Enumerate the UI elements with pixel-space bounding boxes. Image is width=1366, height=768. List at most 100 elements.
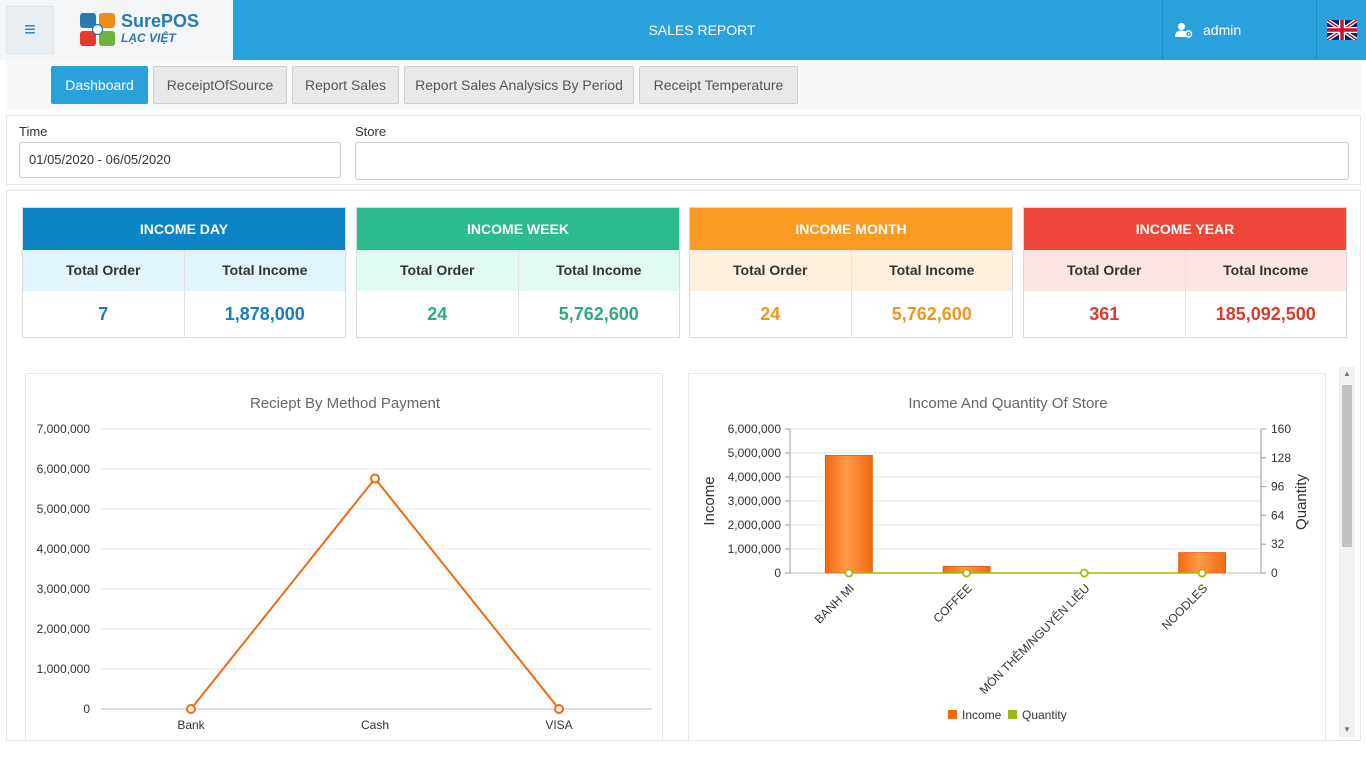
quantity-point (1079, 568, 1089, 578)
y-tick-label: 1,000,000 (728, 542, 782, 556)
y2-tick-label: 128 (1271, 451, 1291, 465)
menu-icon: ≡ (24, 18, 36, 41)
quantity-point (962, 568, 972, 578)
income-day-card: INCOME DAY Total Order Total Income 7 1,… (22, 207, 346, 338)
income-year-card: INCOME YEAR Total Order Total Income 361… (1023, 207, 1347, 338)
y2-tick-label: 32 (1271, 537, 1285, 551)
tab-report-sales-analysis-by-period[interactable]: Report Sales Analysics By Period (404, 66, 634, 104)
tab-dashboard[interactable]: Dashboard (51, 66, 148, 104)
x-tick-label: VISA (545, 718, 572, 732)
logo-subtitle: LẠC VIỆT (121, 31, 176, 45)
logo-area: ≡ SurePOS LẠC VIỆT (0, 0, 233, 60)
payment-method-chart-svg: Reciept By Method Payment 0 1,000,000 2,000… (37, 395, 652, 732)
uk-flag-icon (1326, 20, 1357, 40)
x-tick-label: BANH MI (812, 581, 857, 626)
quantity-point (844, 568, 854, 578)
card-subheader: Total Order Total Income (690, 250, 1012, 291)
total-order-value: 7 (98, 304, 109, 324)
scroll-down-icon[interactable]: ▼ (1343, 725, 1351, 734)
card-subheader: Total Order Total Income (23, 250, 345, 291)
data-point (554, 704, 564, 714)
chart-title: Reciept By Method Payment (250, 395, 441, 412)
total-income-value: 185,092,500 (1184, 291, 1347, 337)
time-range-input[interactable]: 01/05/2020 - 06/05/2020 (19, 142, 341, 178)
total-income-value: 5,762,600 (850, 291, 1013, 337)
data-point (370, 473, 380, 484)
y2-axis-label: Quantity (1293, 474, 1310, 530)
tab-receipt-of-source[interactable]: ReceiptOfSource (153, 66, 287, 104)
dashboard-panel: INCOME DAY Total Order Total Income 7 1,… (6, 190, 1361, 741)
legend-swatch-quantity (1008, 710, 1017, 719)
y-axis-label: Income (701, 476, 718, 525)
store-select[interactable] (355, 142, 1349, 180)
total-order-value: 361 (1089, 304, 1120, 324)
card-title: INCOME MONTH (690, 208, 1012, 250)
y-tick-label: 5,000,000 (37, 502, 91, 516)
user-settings-icon (1175, 23, 1193, 38)
total-income-label: Total Income (517, 250, 680, 291)
total-order-value: 24 (427, 304, 448, 324)
chart-title: Income And Quantity Of Store (908, 395, 1107, 412)
tab-receipt-temperature[interactable]: Receipt Temperature (639, 66, 798, 104)
data-point (186, 704, 196, 714)
top-header: ≡ SurePOS LẠC VIỆT SALES REPORT admin (0, 0, 1366, 60)
scroll-thumb[interactable] (1342, 385, 1352, 547)
y2-tick-label: 64 (1271, 508, 1285, 522)
store-label: Store (355, 124, 387, 139)
y2-tick-label: 160 (1271, 422, 1291, 436)
total-order-label: Total Order (733, 262, 808, 278)
vertical-scrollbar[interactable]: ▲ ▼ (1339, 367, 1355, 737)
total-income-label: Total Income (183, 250, 346, 291)
y-tick-label: 4,000,000 (728, 470, 782, 484)
user-name: admin (1203, 22, 1242, 38)
quantity-point (1197, 568, 1207, 578)
store-income-chart-svg: Income And Quantity Of Store 0 1,000,000 2,… (701, 395, 1310, 722)
y-tick-label: 0 (83, 702, 90, 716)
y-tick-label: 3,000,000 (728, 494, 782, 508)
logo-name: SurePOS (121, 11, 200, 31)
y-tick-label: 1,000,000 (37, 662, 91, 676)
y-tick-label: 6,000,000 (728, 422, 782, 436)
report-tabs: Dashboard ReceiptOfSource Report Sales R… (6, 60, 1361, 110)
legend-swatch-income (948, 710, 957, 719)
time-label: Time (19, 124, 48, 139)
total-order-label: Total Order (66, 262, 141, 278)
total-order-value: 24 (760, 304, 781, 324)
x-tick-label: Cash (361, 718, 389, 732)
legend-label-quantity: Quantity (1022, 708, 1067, 722)
card-subheader: Total Order Total Income (357, 250, 679, 291)
total-income-label: Total Income (1184, 250, 1347, 291)
y-tick-label: 3,000,000 (37, 582, 91, 596)
x-tick-label: Bank (177, 718, 205, 732)
card-values: 24 5,762,600 (690, 291, 1012, 337)
store-income-chart: Income And Quantity Of Store 0 1,000,000 2,… (688, 373, 1326, 740)
filter-panel: Time 01/05/2020 - 06/05/2020 Store (6, 115, 1361, 185)
legend-label-income: Income (962, 708, 1002, 722)
y-tick-label: 2,000,000 (728, 518, 782, 532)
total-order-label: Total Order (1067, 262, 1142, 278)
y-tick-label: 4,000,000 (37, 542, 91, 556)
language-button[interactable] (1316, 0, 1366, 60)
total-income-value: 5,762,600 (517, 291, 680, 337)
scroll-up-icon[interactable]: ▲ (1343, 369, 1351, 378)
y-tick-label: 7,000,000 (37, 422, 91, 436)
user-menu-button[interactable]: admin (1162, 0, 1316, 60)
x-tick-label: NOODLES (1159, 581, 1210, 632)
y-tick-label: 0 (774, 566, 781, 580)
card-values: 7 1,878,000 (23, 291, 345, 337)
card-title: INCOME DAY (23, 208, 345, 250)
total-order-label: Total Order (400, 262, 475, 278)
logo-text: SurePOS LẠC VIỆT (121, 11, 200, 46)
card-values: 24 5,762,600 (357, 291, 679, 337)
card-values: 361 185,092,500 (1024, 291, 1346, 337)
x-tick-label: MÓN THÊM/NGUYÊN LIỆU (976, 581, 1093, 698)
hamburger-menu-button[interactable]: ≡ (6, 6, 54, 54)
payment-method-chart: Reciept By Method Payment 0 1,000,000 2,000… (25, 373, 663, 740)
total-income-label: Total Income (850, 250, 1013, 291)
x-tick-label: COFFEE (930, 581, 974, 625)
y-tick-label: 2,000,000 (37, 622, 91, 636)
tab-report-sales[interactable]: Report Sales (292, 66, 399, 104)
income-week-card: INCOME WEEK Total Order Total Income 24 … (356, 207, 680, 338)
card-subheader: Total Order Total Income (1024, 250, 1346, 291)
y-tick-label: 5,000,000 (728, 446, 782, 460)
